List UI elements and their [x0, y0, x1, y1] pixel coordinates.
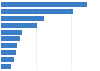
Bar: [1, 30, 22, 35]
Bar: [1, 57, 14, 62]
Bar: [1, 36, 20, 41]
Bar: [1, 50, 16, 55]
Bar: [1, 64, 12, 69]
Bar: [1, 43, 17, 48]
Bar: [1, 16, 44, 21]
Bar: [1, 2, 87, 7]
Bar: [1, 9, 73, 14]
Bar: [1, 23, 37, 28]
